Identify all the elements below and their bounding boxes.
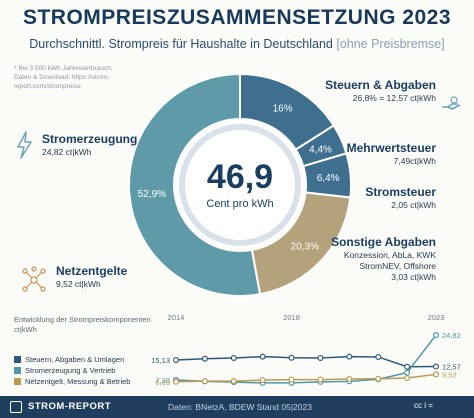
strom-title: Stromerzeugung bbox=[42, 132, 138, 146]
series-point-0-2018 bbox=[288, 354, 295, 361]
hand-icon bbox=[442, 96, 461, 110]
series-point-2-2019 bbox=[317, 376, 324, 383]
steuern-value: 26,8% = 12,57 ct|kWh bbox=[352, 93, 436, 103]
network-icon bbox=[22, 266, 46, 292]
series-point-0-2022 bbox=[404, 363, 411, 370]
history-chart-title: Entwicklung der Strompreiskomponenten ct… bbox=[14, 315, 151, 334]
series-point-2-2022 bbox=[404, 375, 411, 382]
series-line-2 bbox=[175, 373, 437, 383]
series-point-0-2021 bbox=[375, 353, 382, 360]
series-point-0-2019 bbox=[317, 354, 324, 361]
sonstige-label: Sonstige Abgaben Konzession, AbLa, KWK S… bbox=[300, 234, 436, 283]
mwst-value: 7,49ct|kWh bbox=[393, 156, 436, 166]
steuern-title: Steuern & Abgaben bbox=[325, 78, 436, 92]
page-title: STROMPREISZUSAMMENSETZUNG 2023 bbox=[22, 6, 452, 29]
x-tick-2023: 2023 bbox=[428, 313, 445, 322]
series-end-label-2: 9,52 bbox=[442, 370, 457, 379]
brand-name: STROM-REPORT bbox=[28, 401, 112, 412]
donut-chart: 52,9% 16% 4,4% 6,4% 20,3% bbox=[128, 72, 352, 297]
slice-label-netzentgelte: 20,3% bbox=[291, 241, 319, 252]
slice-stromerzeugung bbox=[128, 72, 262, 297]
plug-icon bbox=[179, 124, 301, 246]
footer-source: Daten: BNetzA, BDEW Stand 05|2023 bbox=[168, 402, 312, 412]
lightning-icon bbox=[17, 131, 32, 159]
series-line-0 bbox=[175, 355, 437, 368]
series-end-label-1: 24,82 bbox=[442, 331, 461, 340]
series-point-1-2022 bbox=[404, 369, 411, 376]
footer-bar: STROM-REPORT Daten: BNetzA, BDEW Stand 0… bbox=[0, 396, 474, 418]
strom-value: 24,82 ct|kWh bbox=[42, 147, 92, 157]
series-point-0-2014 bbox=[173, 356, 180, 363]
stromsteuer-value: 2,05 ct|kWh bbox=[391, 200, 436, 210]
series-point-0-2017 bbox=[259, 353, 266, 360]
netz-label: Netzentgelte 9,52 ct|kWh bbox=[56, 263, 166, 290]
slice-label-mehrwertsteuer: 16% bbox=[273, 103, 293, 114]
subtitle-bracket: [ohne Preisbremse] bbox=[336, 37, 445, 51]
series-point-0-2023 bbox=[433, 363, 440, 370]
series-point-2-2018 bbox=[288, 376, 295, 383]
series-point-2-2017 bbox=[259, 377, 266, 384]
legend-item-netz: Netzentgelt, Messung & Betrieb bbox=[14, 376, 130, 387]
license-icons: cc i = bbox=[414, 401, 433, 410]
series-point-2-2023 bbox=[433, 371, 440, 378]
mwst-title: Mehrwertsteuer bbox=[346, 141, 436, 155]
history-line-chart: 2014 2018 2023 15,13 12,57 7,38 24,82 6,63 9,52 bbox=[151, 313, 461, 387]
slice-label-sonstige-abgaben: 6,4% bbox=[317, 173, 340, 184]
sonstige-value: Konzession, AbLa, KWK StromNEV, Offshore… bbox=[343, 250, 436, 282]
stromsteuer-label: Stromsteuer 2,05 ct|kWh bbox=[300, 184, 436, 211]
series-start-label-1: 7,38 bbox=[155, 376, 170, 385]
source-note: * Bei 3.500 kWh Jahresverbrauch, Daten &… bbox=[14, 65, 113, 90]
strom-label: Stromerzeugung 24,82 ct|kWh bbox=[42, 131, 152, 158]
netz-title: Netzentgelte bbox=[56, 264, 128, 278]
series-point-1-2023 bbox=[433, 332, 440, 339]
brand-logo-icon bbox=[10, 401, 22, 413]
series-point-2-2014 bbox=[173, 378, 180, 385]
series-point-2-2015 bbox=[201, 378, 208, 385]
series-end-label-0: 12,57 bbox=[442, 363, 461, 372]
legend-item-steuern: Steuern, Abgaben & Umlagen bbox=[14, 354, 130, 365]
legend-item-strom: Stromerzeugung & Vertrieb bbox=[14, 365, 130, 376]
mwst-label: Mehrwertsteuer 7,49ct|kWh bbox=[300, 140, 436, 167]
center-unit: Cent pro kWh bbox=[206, 198, 274, 210]
series-point-2-2020 bbox=[346, 376, 353, 383]
stromsteuer-title: Stromsteuer bbox=[365, 185, 436, 199]
x-tick-2014: 2014 bbox=[168, 313, 185, 322]
series-point-0-2015 bbox=[201, 355, 208, 362]
series-start-label-0: 15,13 bbox=[151, 356, 170, 365]
series-point-2-2021 bbox=[375, 375, 382, 382]
netz-value: 9,52 ct|kWh bbox=[56, 279, 101, 289]
steuern-label: Steuern & Abgaben 26,8% = 12,57 ct|kWh bbox=[300, 77, 436, 104]
subtitle: Durchschnittl. Strompreis für Haushalte … bbox=[0, 37, 474, 51]
slice-netzentgelte bbox=[250, 191, 352, 296]
series-point-2-2016 bbox=[230, 378, 237, 385]
series-point-0-2020 bbox=[346, 353, 353, 360]
center-value: 46,9 bbox=[206, 158, 274, 196]
slice-label-stromerzeugung: 52,9% bbox=[138, 189, 166, 200]
history-legend: Steuern, Abgaben & Umlagen Stromerzeugun… bbox=[14, 354, 130, 387]
series-start-label-2: 6,63 bbox=[155, 378, 170, 387]
donut-center bbox=[176, 121, 304, 249]
series-point-0-2016 bbox=[230, 354, 237, 361]
subtitle-text: Durchschnittl. Strompreis für Haushalte … bbox=[29, 37, 333, 51]
sonstige-title: Sonstige Abgaben bbox=[331, 235, 436, 249]
slice-label-stromsteuer: 4,4% bbox=[309, 144, 332, 155]
x-tick-2018: 2018 bbox=[283, 313, 300, 322]
